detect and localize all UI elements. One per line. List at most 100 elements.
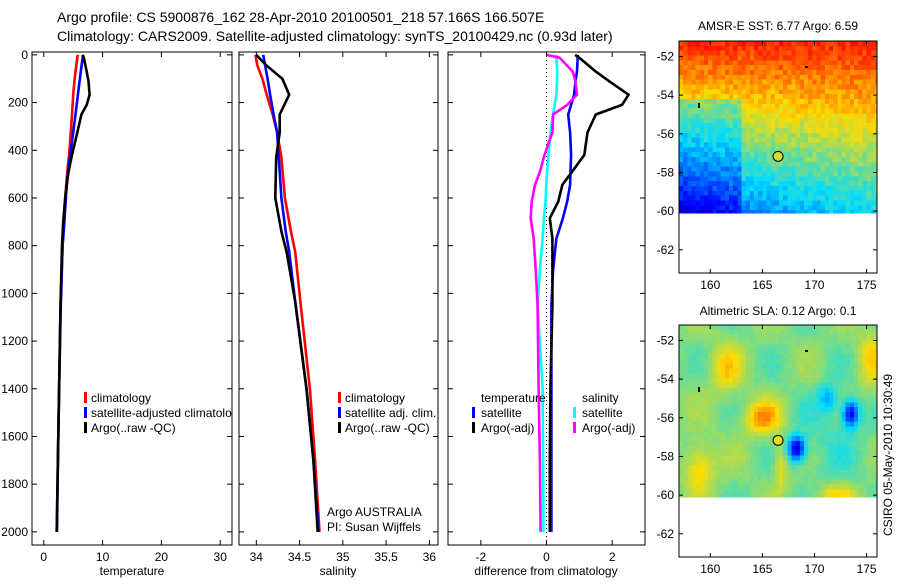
map-cell xyxy=(679,426,684,432)
map-cell xyxy=(704,99,709,105)
map-cell xyxy=(679,494,684,498)
map-cell xyxy=(720,205,726,211)
map-cell xyxy=(783,205,788,211)
map-cell xyxy=(791,89,797,95)
map-cell xyxy=(795,166,801,173)
map-cell xyxy=(862,176,868,182)
map-cell xyxy=(712,205,718,211)
map-cell xyxy=(866,412,872,418)
map-cell xyxy=(833,334,838,341)
map-cell xyxy=(695,99,701,105)
map-cell xyxy=(783,176,788,182)
map-cell xyxy=(729,65,734,71)
sla-map-panel: 160 165 170 175-52-54-56-58-60-62 xyxy=(657,324,878,576)
map-cell xyxy=(699,329,705,336)
map-cell xyxy=(799,195,805,202)
map-cell xyxy=(720,474,726,481)
map-cell xyxy=(791,60,797,66)
map-cell xyxy=(716,137,722,144)
map-cell xyxy=(841,344,847,350)
map-cell xyxy=(833,383,838,389)
map-cell xyxy=(762,55,768,61)
map-cell xyxy=(720,74,726,81)
map-cell xyxy=(820,460,826,466)
map-cell xyxy=(695,195,701,202)
map-cell xyxy=(774,200,780,206)
map-cell xyxy=(683,161,688,168)
map-cell xyxy=(845,436,851,442)
map-cell xyxy=(854,378,859,384)
map-cell xyxy=(708,186,713,192)
map-cell xyxy=(699,200,705,206)
map-cell xyxy=(741,45,747,52)
map-cell xyxy=(737,484,743,490)
map-cell xyxy=(749,479,755,486)
map-cell xyxy=(849,474,855,481)
map-cell xyxy=(862,368,868,374)
map-cell xyxy=(679,132,684,139)
map-cell xyxy=(799,161,805,168)
map-cell xyxy=(845,137,851,144)
map-cell xyxy=(733,474,738,481)
map-cell xyxy=(679,94,684,100)
map-cell xyxy=(795,354,801,360)
map-cell xyxy=(754,205,759,211)
map-cell xyxy=(795,474,801,481)
map-cell xyxy=(695,378,701,384)
map-cell xyxy=(720,431,726,437)
map-cell xyxy=(729,358,734,365)
map-cell xyxy=(770,157,776,163)
difference-legend: temperature satellite Argo(-adj) salinit… xyxy=(472,391,635,435)
map-cell xyxy=(749,50,755,57)
map-cell xyxy=(841,465,847,471)
map-cell xyxy=(716,474,722,481)
map-cell xyxy=(854,329,859,336)
map-cell xyxy=(774,123,780,129)
map-cell xyxy=(795,50,801,57)
map-cell xyxy=(745,157,751,163)
map-cell xyxy=(762,339,768,345)
map-cell xyxy=(679,60,684,66)
map-cell xyxy=(749,387,755,394)
map-cell xyxy=(708,190,713,197)
map-cell xyxy=(687,479,693,486)
map-cell xyxy=(870,445,876,452)
map-cell xyxy=(691,103,697,110)
map-cell xyxy=(683,358,688,365)
map-cell xyxy=(862,132,868,139)
map-cell xyxy=(866,70,872,76)
map-cell xyxy=(708,358,713,365)
map-cell xyxy=(783,354,788,360)
map-cell xyxy=(704,94,709,100)
map-cell xyxy=(854,103,859,110)
map-cell xyxy=(770,479,776,486)
map-cell xyxy=(687,176,693,182)
map-cell xyxy=(729,402,734,408)
map-cell xyxy=(737,103,743,110)
map-cell xyxy=(733,89,738,95)
map-cell xyxy=(779,474,784,481)
map-cell xyxy=(845,450,851,457)
map-cell xyxy=(716,94,722,100)
map-cell xyxy=(708,436,713,442)
map-cell xyxy=(758,421,763,428)
map-cell xyxy=(733,465,738,471)
map-cell xyxy=(791,460,797,466)
map-cell xyxy=(716,195,722,202)
map-cell xyxy=(845,494,851,498)
map-cell xyxy=(737,412,743,418)
map-cell xyxy=(854,137,859,144)
map-cell xyxy=(837,99,843,105)
map-cell xyxy=(779,55,784,61)
map-cell xyxy=(683,147,688,153)
map-cell xyxy=(720,186,726,192)
map-cell xyxy=(691,147,697,153)
map-cell xyxy=(804,113,809,119)
map-cell xyxy=(866,383,872,389)
map-cell xyxy=(849,325,855,331)
map-cell xyxy=(812,402,818,408)
map-cell xyxy=(799,171,805,177)
y-tick-label: 0 xyxy=(21,48,28,62)
map-cell xyxy=(845,426,851,432)
map-cell xyxy=(749,108,755,115)
